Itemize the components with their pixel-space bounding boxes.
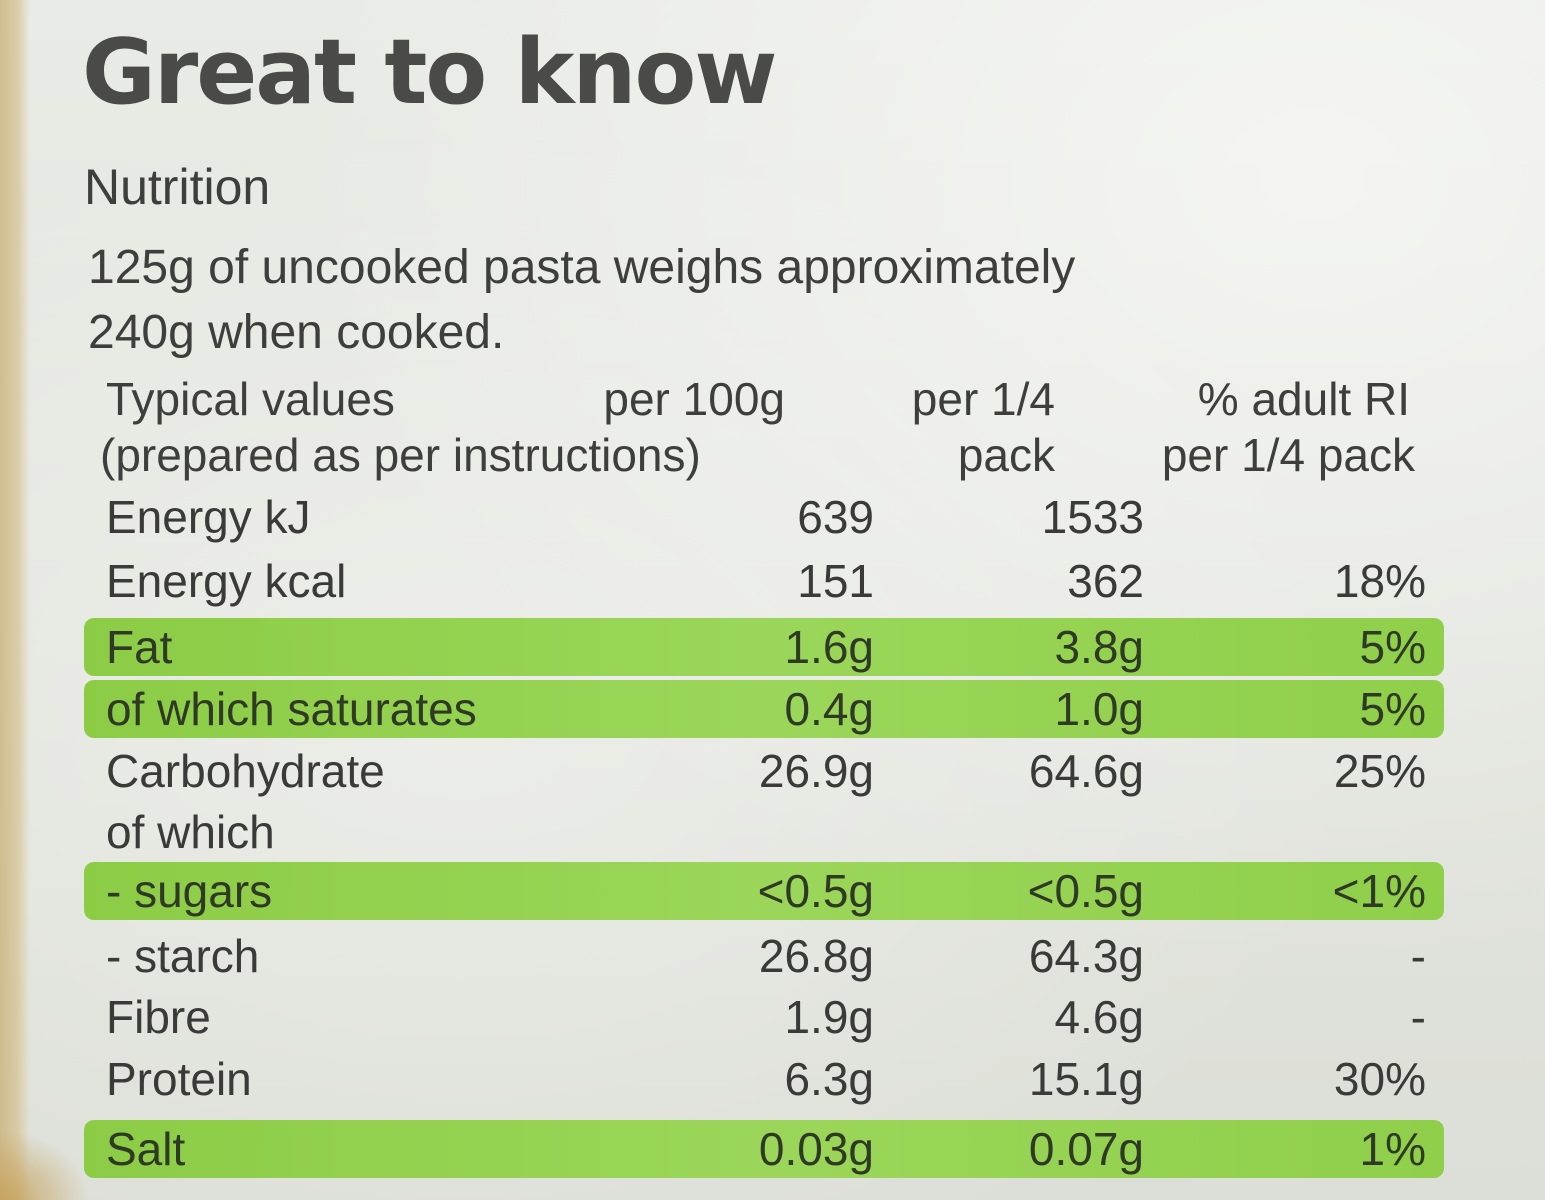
intro-line-2: 240g when cooked. xyxy=(88,306,505,359)
row-adult-ri: - xyxy=(1410,930,1426,982)
table-row: Carbohydrate 26.9g 64.6g 25% xyxy=(84,742,1444,800)
row-adult-ri: 30% xyxy=(1333,1053,1426,1105)
row-label: Energy kJ xyxy=(106,491,311,543)
header-per-100g: per 100g xyxy=(603,373,785,425)
row-label: - sugars xyxy=(106,865,273,917)
row-per-100g: 0.4g xyxy=(784,683,874,735)
row-label: Fat xyxy=(106,621,173,673)
header-prepared: (prepared as per instructions) xyxy=(100,429,701,481)
table-row: - starch 26.8g 64.3g - xyxy=(84,927,1444,985)
header-ri-2: per 1/4 pack xyxy=(1161,429,1415,481)
row-per-100g: 6.3g xyxy=(784,1053,874,1105)
row-per-quarter-pack: 1.0g xyxy=(1054,683,1144,735)
row-label: of which xyxy=(106,806,275,858)
row-per-100g: 26.9g xyxy=(758,745,874,797)
header-per-quarter-2: pack xyxy=(957,429,1055,481)
row-adult-ri: 5% xyxy=(1359,621,1426,673)
row-per-100g: 1.9g xyxy=(784,991,874,1043)
row-per-quarter-pack: 64.6g xyxy=(1028,745,1144,797)
table-row: Energy kcal 151 362 18% xyxy=(84,552,1444,610)
table-row: Salt 0.03g 0.07g 1% xyxy=(84,1120,1444,1178)
row-adult-ri: 18% xyxy=(1333,555,1426,607)
table-row: Fat 1.6g 3.8g 5% xyxy=(84,618,1444,676)
row-per-quarter-pack: 64.3g xyxy=(1028,930,1144,982)
row-per-100g: 1.6g xyxy=(784,621,874,673)
row-per-quarter-pack: 15.1g xyxy=(1028,1053,1144,1105)
row-per-quarter-pack: 4.6g xyxy=(1054,991,1144,1043)
row-adult-ri: 25% xyxy=(1333,745,1426,797)
title: Great to know xyxy=(82,20,777,125)
row-label: Protein xyxy=(106,1053,252,1105)
row-adult-ri: - xyxy=(1410,991,1426,1043)
row-per-quarter-pack: 1533 xyxy=(1041,491,1144,543)
row-label: Carbohydrate xyxy=(106,745,385,797)
row-per-quarter-pack: 3.8g xyxy=(1054,621,1144,673)
subtitle: Nutrition xyxy=(84,159,271,215)
row-adult-ri: 1% xyxy=(1359,1123,1426,1175)
pasta-edge xyxy=(0,0,30,1200)
table-row: - sugars <0.5g <0.5g <1% xyxy=(84,862,1444,920)
header-per-quarter-1: per 1/4 xyxy=(911,373,1055,425)
row-label: - starch xyxy=(106,930,260,982)
row-adult-ri: 5% xyxy=(1359,683,1426,735)
row-per-quarter-pack: 362 xyxy=(1067,555,1144,607)
table-row: Energy kJ 639 1533 xyxy=(84,488,1444,546)
table-row: Protein 6.3g 15.1g 30% xyxy=(84,1050,1444,1108)
intro-line-1: 125g of uncooked pasta weighs approximat… xyxy=(88,241,1076,294)
row-per-100g: 0.03g xyxy=(758,1123,874,1175)
row-per-quarter-pack: 0.07g xyxy=(1028,1123,1144,1175)
row-per-quarter-pack: <0.5g xyxy=(1027,865,1144,917)
pasta-edge-bottom xyxy=(0,1130,90,1200)
row-label: Salt xyxy=(106,1123,186,1175)
row-per-100g: 639 xyxy=(797,491,874,543)
row-per-100g: 26.8g xyxy=(758,930,874,982)
row-per-100g: 151 xyxy=(797,555,874,607)
table-row: Fibre 1.9g 4.6g - xyxy=(84,988,1444,1046)
row-adult-ri: <1% xyxy=(1332,865,1426,917)
row-label: of which saturates xyxy=(106,683,477,735)
row-per-100g: <0.5g xyxy=(757,865,874,917)
row-label: Energy kcal xyxy=(106,555,347,607)
row-label: Fibre xyxy=(106,991,211,1043)
table-row: of which saturates 0.4g 1.0g 5% xyxy=(84,680,1444,738)
header-ri-1: % adult RI xyxy=(1197,373,1410,425)
header-typical-values: Typical values xyxy=(106,373,395,425)
table-row: of which xyxy=(84,803,1444,861)
